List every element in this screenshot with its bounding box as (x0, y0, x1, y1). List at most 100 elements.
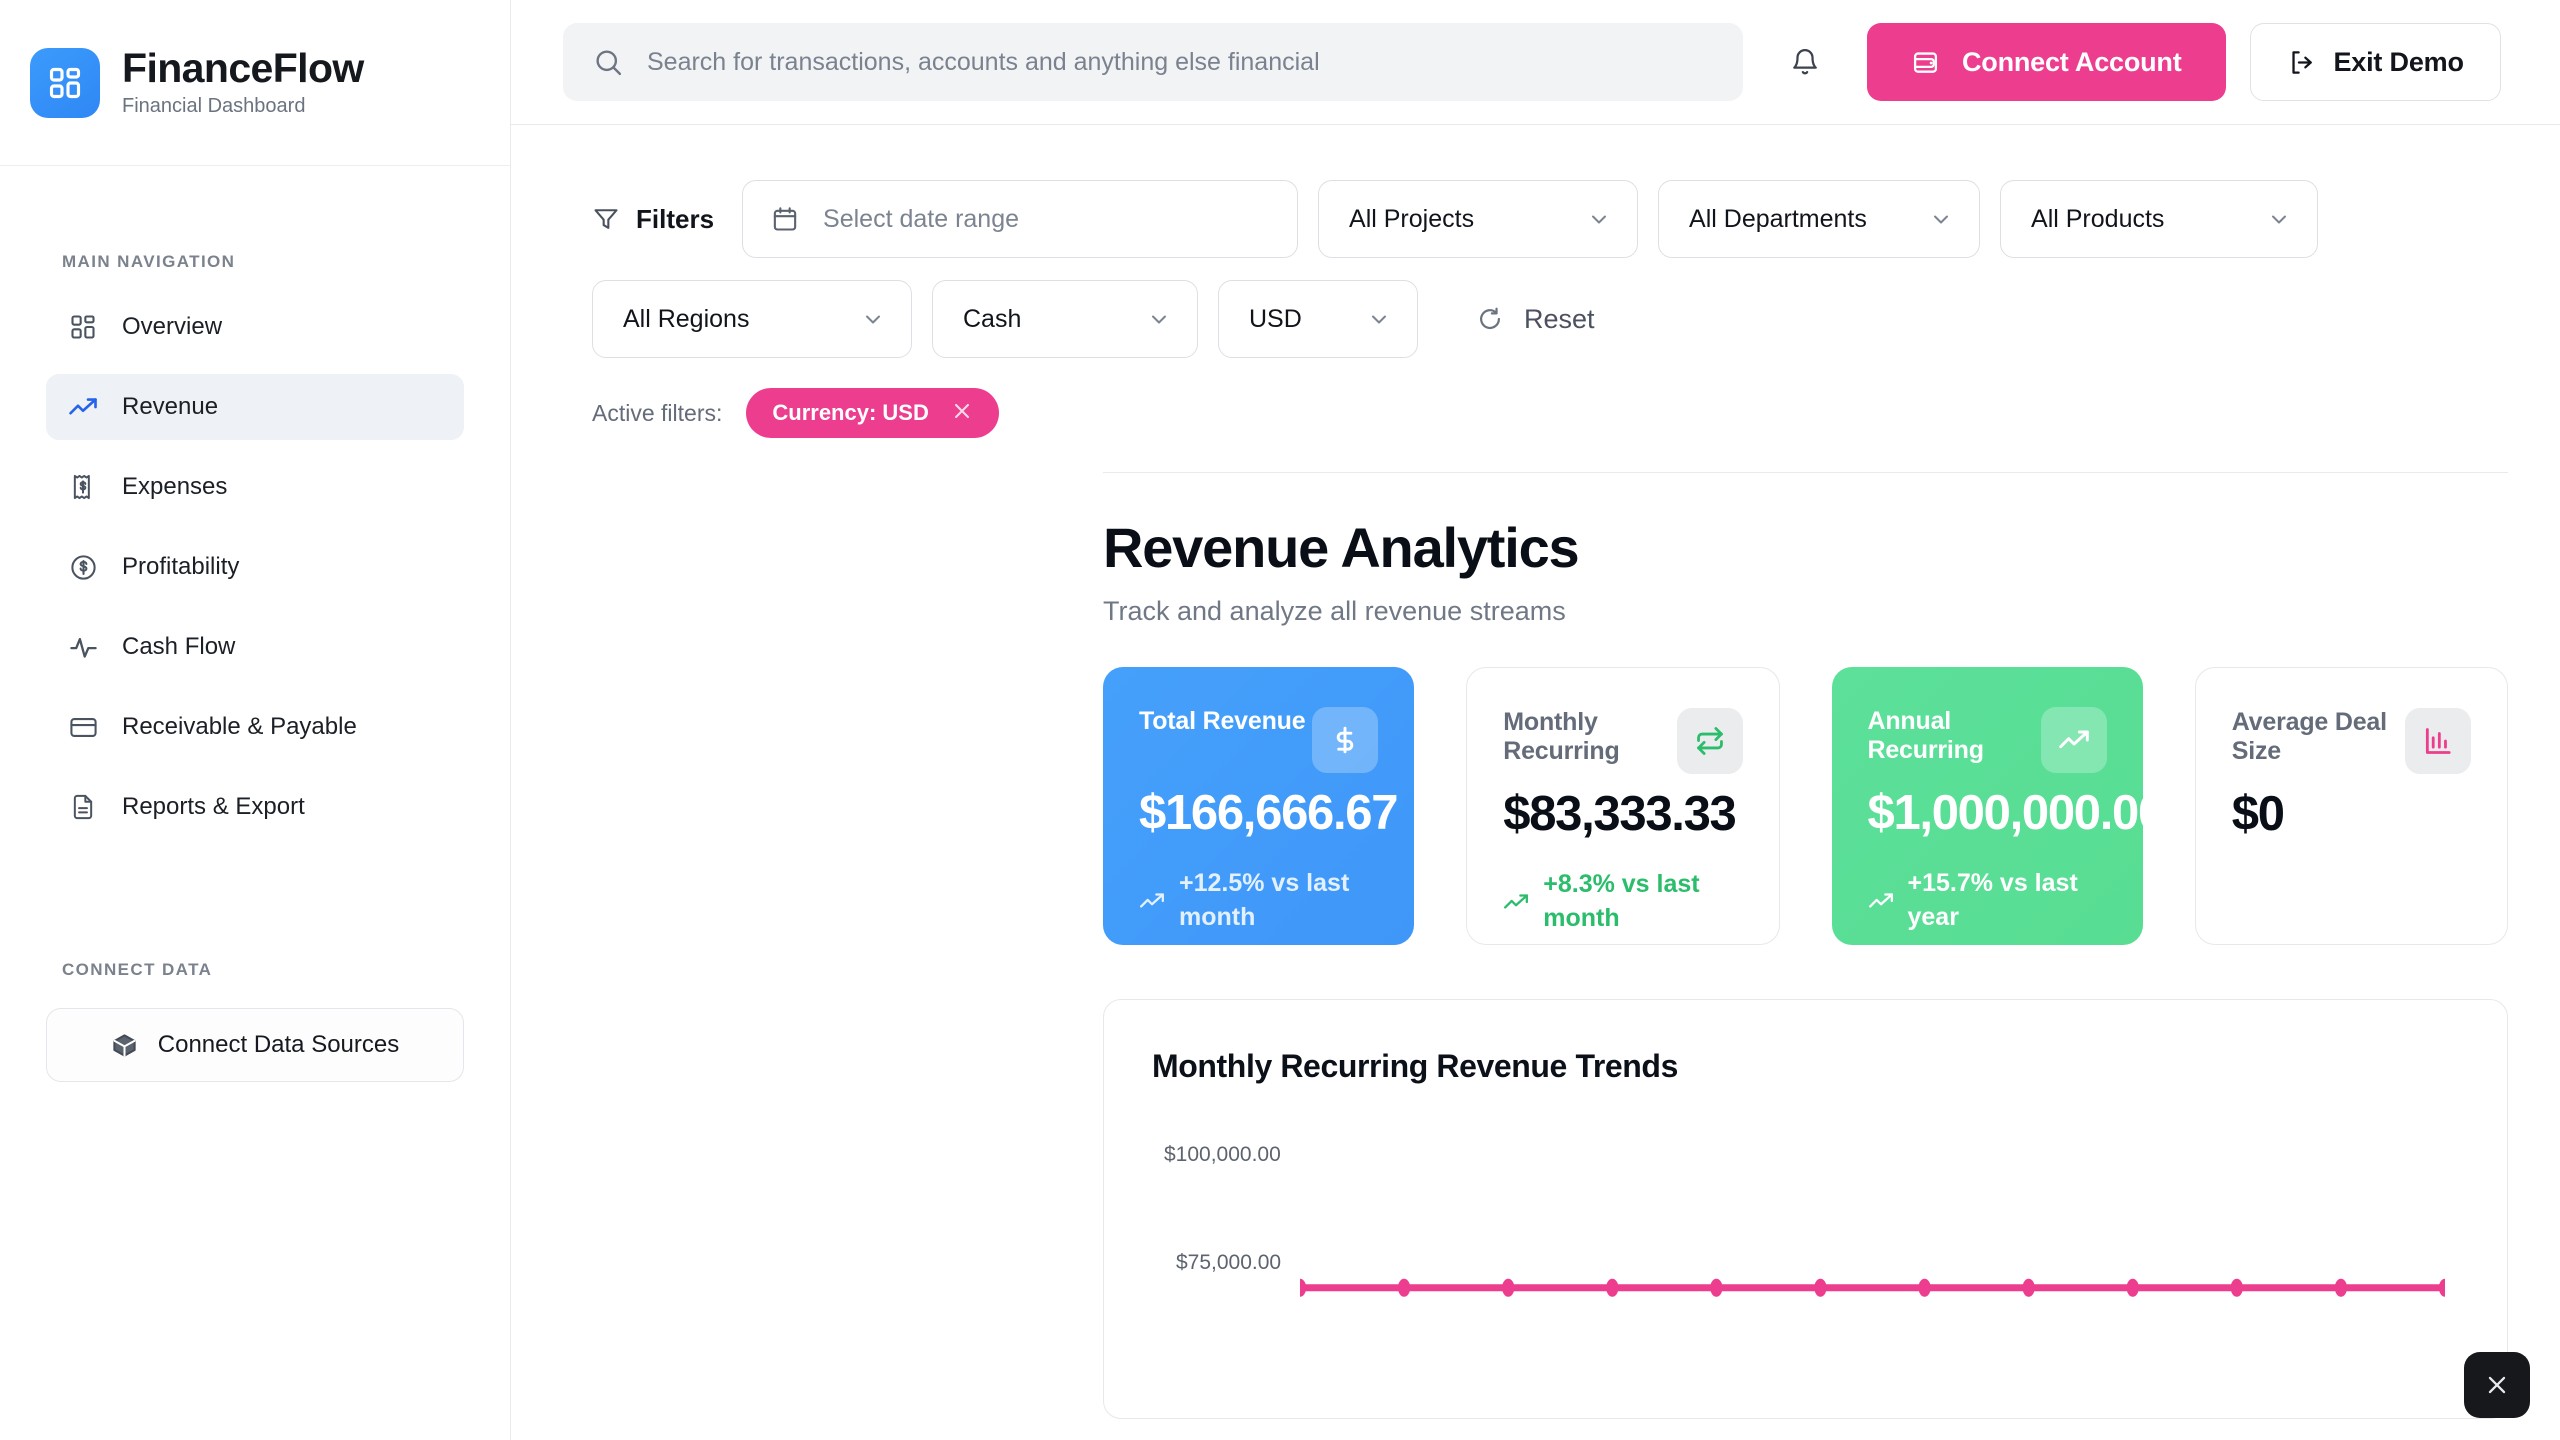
kpi-card-annual-recurring[interactable]: Annual Recurring $1,000,000.00 +15.7% vs… (1831, 667, 2143, 945)
payment-method-select[interactable]: Cash (932, 280, 1198, 358)
active-filter-chip-currency[interactable]: Currency: USD (746, 388, 999, 438)
chart-plot-area: $100,000.00 $75,000.00 (1152, 1143, 2455, 1403)
close-icon (2484, 1372, 2510, 1398)
kpi-card-header: Annual Recurring (1868, 707, 2107, 773)
reset-filters-button[interactable]: Reset (1466, 289, 1605, 349)
departments-select[interactable]: All Departments (1658, 180, 1981, 258)
notifications-button[interactable] (1769, 26, 1841, 98)
chevron-down-icon (1147, 307, 1171, 331)
chart-data-point[interactable] (1606, 1278, 1619, 1297)
search-bar[interactable] (563, 23, 1743, 101)
connect-account-button[interactable]: Connect Account (1867, 23, 2226, 101)
products-select-value: All Products (2031, 204, 2165, 233)
chart-data-point[interactable] (1918, 1278, 1931, 1297)
sidebar-item-label: Expenses (122, 473, 228, 500)
chart-data-point[interactable] (2438, 1278, 2452, 1297)
dollar-circle-icon (68, 552, 98, 582)
exit-demo-label: Exit Demo (2333, 46, 2464, 77)
chart-data-point[interactable] (1814, 1278, 1827, 1297)
kpi-card-title: Annual Recurring (1867, 707, 1984, 764)
connect-data-label: CONNECT DATA (62, 960, 213, 979)
filter-row-2: All Regions Cash USD (592, 280, 2508, 358)
main-navigation-label: MAIN NAVIGATION (62, 252, 236, 271)
chart-data-point[interactable] (1293, 1278, 1307, 1297)
chart-card-mrr-trends: Monthly Recurring Revenue Trends $100,00… (1103, 999, 2508, 1419)
brand-title: FinanceFlow (122, 45, 364, 92)
exit-demo-button[interactable]: Exit Demo (2249, 23, 2501, 101)
kpi-card-delta-text: +15.7% vs last year (1907, 869, 2078, 931)
refresh-ccw-icon (1476, 305, 1504, 333)
logout-icon (2287, 48, 2316, 77)
kpi-card-delta: +8.3% vs last month (1503, 868, 1742, 936)
kpi-card-delta-text: +12.5% vs last month (1179, 869, 1350, 931)
bell-icon (1790, 47, 1820, 77)
chart-data-point[interactable] (2334, 1278, 2348, 1297)
sidebar-item-label: Profitability (122, 553, 240, 580)
date-range-placeholder: Select date range (823, 204, 1020, 233)
sidebar-item-overview[interactable]: Overview (46, 294, 464, 360)
connect-data-sources-label: Connect Data Sources (157, 1031, 400, 1058)
calendar-icon (771, 205, 799, 233)
departments-select-value: All Departments (1689, 204, 1867, 233)
sidebar-item-profitability[interactable]: Profitability (46, 534, 464, 600)
kpi-card-value: $83,333.33 (1503, 787, 1737, 841)
sidebar-item-cash-flow[interactable]: Cash Flow (46, 614, 464, 680)
kpi-card-delta-text: +8.3% vs last month (1543, 870, 1700, 932)
date-range-field[interactable]: Select date range (742, 180, 1299, 258)
sidebar-item-receivable-payable[interactable]: Receivable & Payable (46, 694, 464, 760)
chart-data-point[interactable] (2230, 1278, 2243, 1297)
dollar-icon (1312, 707, 1379, 773)
active-filter-chip-label: Currency: USD (772, 400, 929, 425)
projects-select[interactable]: All Projects (1318, 180, 1639, 258)
active-filters: Active filters: Currency: USD (592, 388, 2508, 438)
kpi-card-average-deal-size[interactable]: Average Deal Size $0 (2194, 667, 2508, 945)
sidebar-item-expenses[interactable]: Expenses (46, 454, 464, 520)
kpi-card-title: Total Revenue (1139, 707, 1306, 735)
connect-account-label: Connect Account (1962, 46, 2182, 77)
trending-up-icon (2040, 707, 2107, 773)
sidebar-item-reports-export[interactable]: Reports & Export (46, 774, 464, 840)
chevron-down-icon (1587, 207, 1611, 231)
sidebar-item-label: Overview (122, 313, 223, 340)
mrr-line-chart (1293, 1278, 2452, 1297)
y-axis-tick-label: $75,000.00 (1176, 1251, 1282, 1274)
sidebar-item-label: Revenue (122, 393, 219, 420)
kpi-card-title: Monthly Recurring (1503, 708, 1620, 765)
trending-up-icon (1503, 889, 1529, 915)
kpi-card-header: Average Deal Size (2232, 708, 2471, 774)
products-select[interactable]: All Products (2000, 180, 2319, 258)
receipt-dollar-icon (68, 472, 98, 502)
chart-data-point[interactable] (1502, 1278, 1515, 1297)
kpi-card-value: $1,000,000.00 (1867, 786, 2143, 840)
chevron-down-icon (2267, 207, 2291, 231)
y-axis-tick-label: $100,000.00 (1164, 1143, 1281, 1166)
filters-panel: Filters Select date range All Projects (511, 125, 2560, 438)
currency-select[interactable]: USD (1218, 280, 1418, 358)
connect-data-sources-button[interactable]: Connect Data Sources (46, 1008, 464, 1082)
kpi-card-value: $166,666.67 (1139, 786, 1399, 840)
sidebar-item-revenue[interactable]: Revenue (46, 374, 464, 440)
reset-filters-label: Reset (1524, 303, 1595, 334)
overlay-close-button[interactable] (2464, 1352, 2530, 1418)
regions-select[interactable]: All Regions (592, 280, 912, 358)
kpi-card-delta: +12.5% vs last month (1139, 867, 1378, 935)
chart-data-point[interactable] (2126, 1278, 2139, 1297)
sidebar-item-label: Cash Flow (122, 633, 236, 660)
search-input[interactable] (647, 47, 1713, 77)
chevron-down-icon (861, 307, 885, 331)
file-text-icon (68, 792, 98, 822)
chart-data-point[interactable] (2022, 1278, 2035, 1297)
repeat-icon (1676, 708, 1743, 774)
chart-data-point[interactable] (1397, 1278, 1411, 1297)
sidebar: FinanceFlow Financial Dashboard MAIN NAV… (0, 0, 511, 1440)
chart-data-point[interactable] (1710, 1278, 1723, 1297)
wallet-icon (1911, 48, 1940, 77)
kpi-card-monthly-recurring[interactable]: Monthly Recurring $83,333.33 +8.3% vs la… (1466, 667, 1780, 945)
close-icon[interactable] (951, 400, 973, 426)
main-content: Connect Account Exit Demo (511, 0, 2560, 1440)
credit-card-icon (68, 712, 98, 742)
currency-select-value: USD (1249, 304, 1302, 333)
kpi-card-total-revenue[interactable]: Total Revenue $166,666.67 +12.5% vs last… (1103, 667, 1415, 945)
active-filters-label: Active filters: (592, 399, 723, 426)
